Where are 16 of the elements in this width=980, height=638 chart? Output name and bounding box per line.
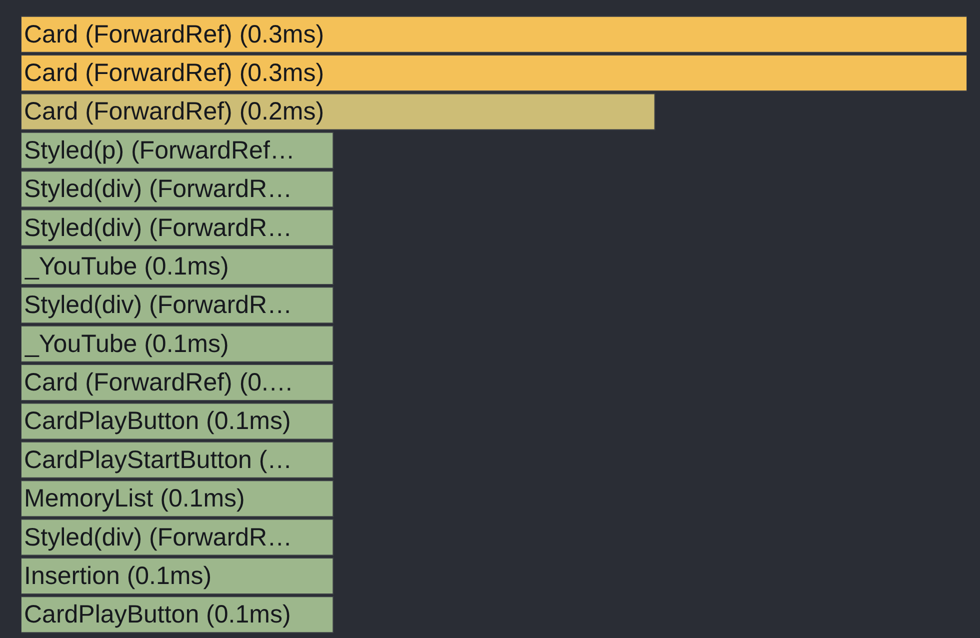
- y-tick-label: CardPlayButton (0.1ms): [24, 600, 291, 629]
- y-tick-label: Card (ForwardRef) (0.2ms): [24, 98, 324, 126]
- y-tick-label: CardPlayStartButton (…: [24, 446, 292, 474]
- y-tick-label: CardPlayButton (0.1ms): [24, 407, 291, 436]
- y-tick-label: Card (ForwardRef) (0.3ms): [24, 59, 324, 88]
- y-tick-label: Styled(div) (ForwardR…: [24, 291, 292, 320]
- y-tick-label: Card (ForwardRef) (0.…: [24, 368, 294, 397]
- y-tick-label: _YouTube (0.1ms): [24, 252, 229, 280]
- y-tick-label: Styled(p) (ForwardRef…: [24, 136, 295, 164]
- y-tick-label: Card (ForwardRef) (0.3ms): [24, 20, 324, 48]
- y-tick-label: MemoryList (0.1ms): [24, 484, 245, 513]
- y-tick-label: Styled(div) (ForwardR…: [24, 175, 292, 204]
- y-tick-label: Styled(div) (ForwardR…: [24, 214, 292, 242]
- y-tick-label: Insertion (0.1ms): [24, 562, 212, 590]
- y-tick-label: Styled(div) (ForwardR…: [24, 523, 292, 552]
- y-tick-label: _YouTube (0.1ms): [24, 330, 229, 358]
